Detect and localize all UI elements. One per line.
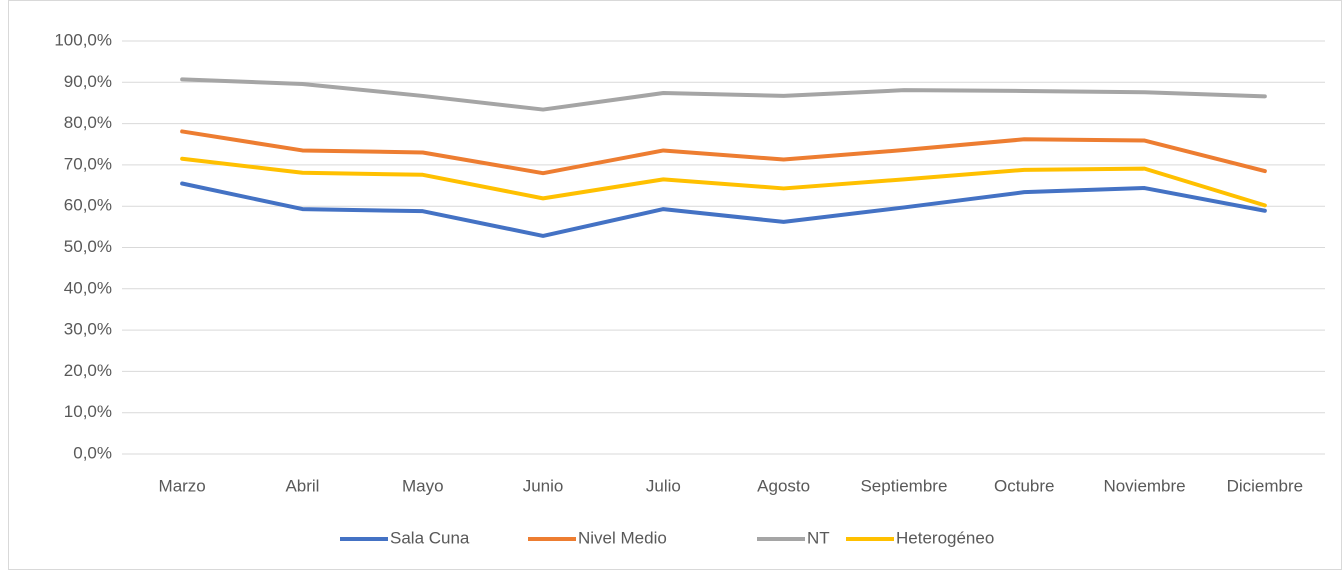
- y-tick-label: 70,0%: [64, 154, 112, 173]
- line-series: [180, 156, 1267, 208]
- x-tick-label: Mayo: [402, 476, 444, 495]
- legend-label: Sala Cuna: [390, 528, 470, 547]
- y-tick-label: 40,0%: [64, 278, 112, 297]
- y-tick-label: 60,0%: [64, 196, 112, 215]
- chart-border: [8, 0, 1342, 570]
- x-tick-label: Noviembre: [1103, 476, 1185, 495]
- x-tick-label: Agosto: [757, 476, 810, 495]
- y-tick-label: 0,0%: [73, 443, 112, 462]
- x-tick-label: Octubre: [994, 476, 1054, 495]
- y-tick-label: 80,0%: [64, 113, 112, 132]
- x-tick-label: Abril: [285, 476, 319, 495]
- y-tick-label: 100,0%: [54, 30, 112, 49]
- y-tick-label: 20,0%: [64, 361, 112, 380]
- y-tick-label: 50,0%: [64, 237, 112, 256]
- legend-label: Nivel Medio: [578, 528, 667, 547]
- line-series: [180, 129, 1267, 176]
- x-tick-label: Julio: [646, 476, 681, 495]
- x-tick-label: Septiembre: [860, 476, 947, 495]
- x-tick-label: Diciembre: [1227, 476, 1304, 495]
- x-tick-label: Marzo: [159, 476, 206, 495]
- y-tick-label: 30,0%: [64, 320, 112, 339]
- x-tick-label: Junio: [523, 476, 564, 495]
- y-tick-label: 90,0%: [64, 72, 112, 91]
- legend-label: Heterogéneo: [896, 528, 994, 547]
- legend-label: NT: [807, 528, 830, 547]
- y-tick-label: 10,0%: [64, 402, 112, 421]
- line-series: [180, 181, 1267, 238]
- line-series: [180, 77, 1267, 112]
